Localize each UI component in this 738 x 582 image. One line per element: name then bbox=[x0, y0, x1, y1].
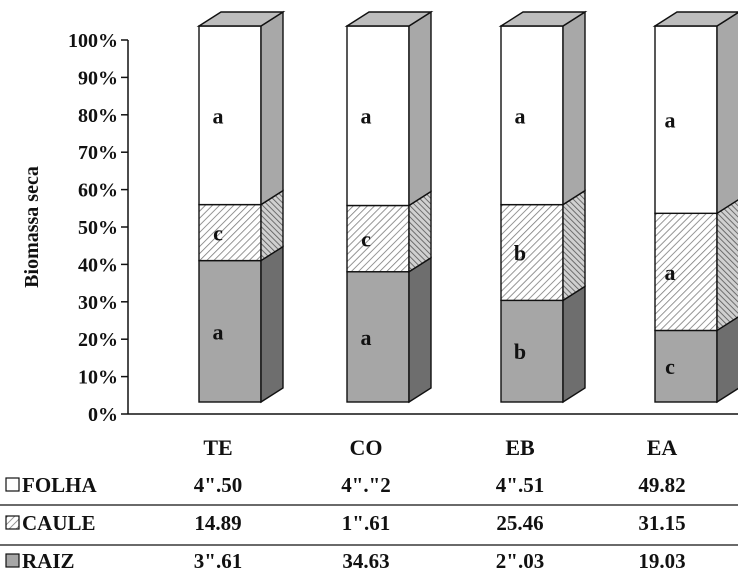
bar-front bbox=[500, 299, 564, 403]
bar-segment-raiz-eb bbox=[500, 285, 586, 404]
y-axis: 0% 10% 20% 30% 40% 50% 60% 70% 80% 90% 100% bbox=[68, 30, 738, 426]
table-row-caule: CAULE 14.89 1".61 25.46 31.15 bbox=[5, 511, 686, 535]
y-tick-label: 50% bbox=[78, 217, 118, 239]
bar-segment-caule-ea bbox=[654, 199, 738, 332]
bar-segment-caule-co bbox=[346, 190, 432, 274]
bar-side bbox=[716, 199, 738, 332]
y-tick-label: 60% bbox=[78, 180, 118, 202]
segment-letter: c bbox=[213, 221, 223, 246]
bar-side bbox=[562, 285, 586, 404]
category-label: EB bbox=[505, 435, 535, 460]
table-cell-value: 19.03 bbox=[638, 549, 685, 573]
bar-top bbox=[344, 11, 434, 27]
bar-segment-folha-co bbox=[344, 10, 434, 207]
legend-swatch bbox=[5, 515, 20, 530]
legend-label: CAULE bbox=[22, 511, 96, 535]
bar-side bbox=[562, 189, 586, 302]
segment-letter: b bbox=[514, 339, 526, 364]
bar-front bbox=[654, 212, 718, 332]
bar-front bbox=[654, 329, 718, 403]
bar-side bbox=[562, 10, 586, 206]
table-cell-value: 3".61 bbox=[194, 549, 242, 573]
y-tick-label: 10% bbox=[78, 367, 118, 389]
bar-side bbox=[408, 256, 432, 404]
bar-front bbox=[500, 203, 564, 302]
bar-front bbox=[346, 25, 410, 207]
bar-segment-caule-eb bbox=[500, 189, 586, 302]
bar-front bbox=[500, 25, 564, 206]
category-label: CO bbox=[350, 435, 383, 460]
bar-segment-raiz-co bbox=[346, 256, 432, 404]
data-table: TE CO EB EA FOLHA 4".50 4"."2 4".51 49.82 CAULE 14… bbox=[0, 435, 738, 573]
table-cell-value: 25.46 bbox=[496, 511, 543, 535]
bar-front bbox=[198, 203, 262, 262]
bar-side bbox=[260, 10, 284, 206]
bar-segment-folha-eb bbox=[498, 10, 588, 206]
y-tick-label: 80% bbox=[78, 105, 118, 127]
bar-side bbox=[260, 245, 284, 404]
category-label: EA bbox=[647, 435, 678, 460]
legend-swatch bbox=[5, 477, 20, 492]
legend-label: RAIZ bbox=[22, 549, 75, 573]
y-tick-label: 20% bbox=[78, 329, 118, 351]
table-cell-value: 34.63 bbox=[342, 549, 389, 573]
bar-segment-folha-ea bbox=[652, 11, 738, 215]
bar-segment-raiz-ea bbox=[654, 316, 738, 404]
y-tick-label: 40% bbox=[78, 254, 118, 276]
y-tick-label: 70% bbox=[78, 142, 118, 164]
bar-front bbox=[346, 271, 410, 403]
bar-front bbox=[198, 259, 262, 403]
y-tick-label: 0% bbox=[88, 404, 118, 426]
segment-letters: a c a a c a b b a c a a bbox=[213, 103, 676, 379]
bar-top bbox=[196, 11, 286, 27]
table-cell-value: 1".61 bbox=[342, 511, 390, 535]
segment-letter: a bbox=[361, 325, 372, 350]
bar-top bbox=[498, 11, 588, 27]
category-label: TE bbox=[203, 435, 232, 460]
table-cell-value: 31.15 bbox=[638, 511, 685, 535]
segment-letter: b bbox=[514, 241, 526, 266]
segment-letter: a bbox=[665, 260, 676, 285]
table-cell-value: 4".50 bbox=[194, 473, 242, 497]
segment-letter: a bbox=[213, 103, 224, 128]
bars bbox=[196, 10, 738, 404]
bar-side bbox=[716, 11, 738, 215]
y-axis-title: Biomassa seca bbox=[21, 166, 43, 288]
table-row-raiz: RAIZ 3".61 34.63 2".03 19.03 bbox=[5, 549, 686, 573]
bar-side bbox=[408, 10, 432, 207]
bar-front bbox=[346, 204, 410, 273]
table-row-folha: FOLHA 4".50 4"."2 4".51 49.82 bbox=[5, 473, 686, 497]
table-cell-value: 4"."2 bbox=[341, 473, 391, 497]
legend-label: FOLHA bbox=[22, 473, 98, 497]
y-tick-label: 30% bbox=[78, 292, 118, 314]
table-cell-value: 2".03 bbox=[496, 549, 544, 573]
table-cell-value: 4".51 bbox=[496, 473, 544, 497]
table-cell-value: 14.89 bbox=[194, 511, 241, 535]
y-tick-label: 100% bbox=[68, 30, 118, 52]
table-cell-value: 49.82 bbox=[638, 473, 685, 497]
bar-top bbox=[652, 11, 738, 27]
y-tick-label: 90% bbox=[78, 67, 118, 89]
segment-letter: a bbox=[361, 104, 372, 129]
segment-letter: c bbox=[361, 227, 371, 252]
segment-letter: a bbox=[665, 108, 676, 133]
legend-swatch bbox=[5, 553, 20, 568]
bar-front bbox=[198, 25, 262, 206]
bar-side bbox=[716, 316, 738, 404]
bar-segment-folha-te bbox=[196, 10, 286, 206]
segment-letter: c bbox=[665, 354, 675, 379]
segment-letter: a bbox=[213, 319, 224, 344]
segment-letter: a bbox=[515, 103, 526, 128]
